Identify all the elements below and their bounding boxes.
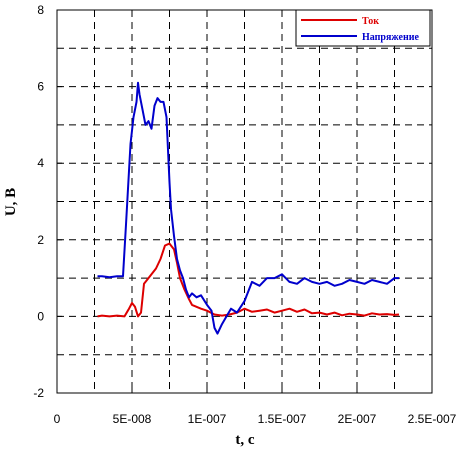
legend-label-current: Ток [362, 16, 379, 27]
ticks: 0 5E-008 1E-007 1.5E-007 2E-007 2.5E-007 -2 0 2 4… [33, 3, 456, 426]
grid [57, 10, 432, 393]
series-line-current [97, 242, 400, 318]
y-tick-label: 2 [37, 233, 44, 247]
legend-label-voltage: Напряжение [362, 32, 419, 43]
x-tick-label: 1.5E-007 [258, 412, 307, 426]
plot-frame [56, 9, 433, 394]
legend: Ток Напряжение [295, 9, 431, 47]
y-tick-label: 4 [37, 156, 44, 170]
x-tick-label: 2.5E-007 [408, 412, 457, 426]
x-tick-label: 1E-007 [188, 412, 227, 426]
series-line-voltage [97, 81, 399, 335]
x-tick-label: 0 [54, 412, 61, 426]
x-tick-label: 5E-008 [113, 412, 152, 426]
y-tick-label: 8 [37, 3, 44, 17]
y-tick-label: 0 [37, 309, 44, 323]
y-tick-label: 6 [37, 80, 44, 94]
y-axis-label: U, B [3, 188, 19, 216]
x-tick-label: 2E-007 [338, 412, 377, 426]
series-group [97, 81, 400, 335]
y-tick-label: -2 [33, 386, 44, 400]
legend-box [295, 9, 431, 47]
x-axis-label: t, c [235, 432, 254, 448]
